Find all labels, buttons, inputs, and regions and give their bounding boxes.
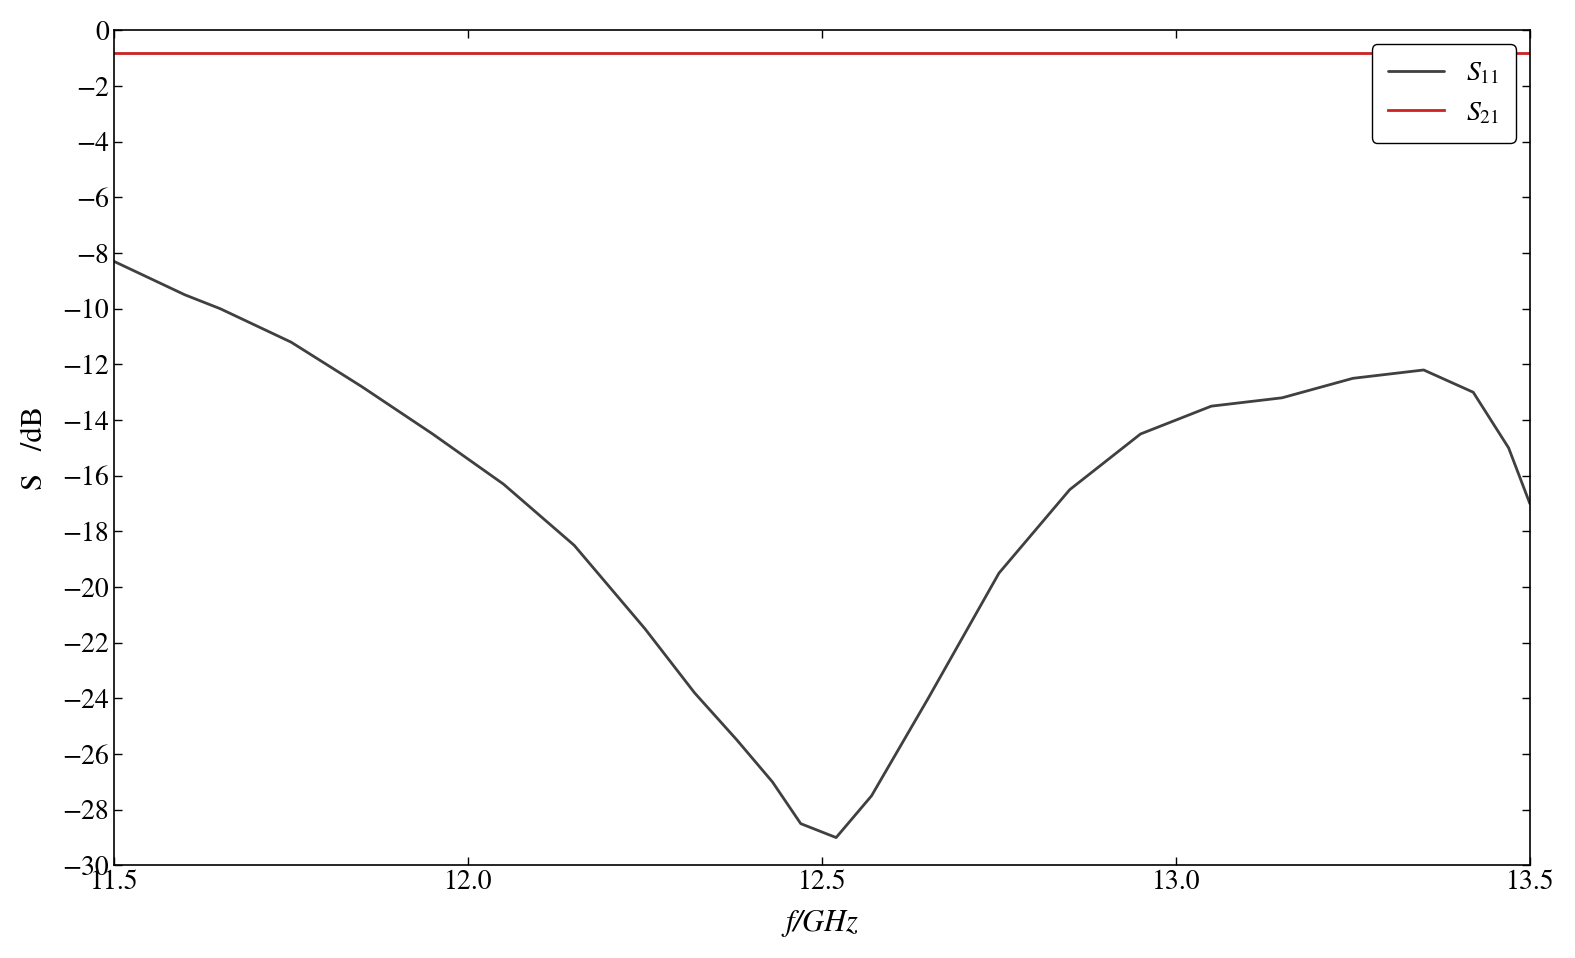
- X-axis label: f/GHz: f/GHz: [786, 909, 858, 937]
- $S_{11}$: [685, 687, 704, 698]
- $S_{11}$: [565, 539, 584, 551]
- $S_{11}$: [104, 256, 123, 267]
- Y-axis label: S 参数/dB: S 参数/dB: [20, 406, 49, 490]
- $S_{11}$: [1060, 484, 1079, 495]
- $S_{11}$: [1520, 498, 1539, 510]
- Line: $S_{11}$: $S_{11}$: [113, 262, 1529, 837]
- $S_{11}$: [827, 832, 846, 843]
- $S_{11}$: [1414, 364, 1433, 376]
- $S_{11}$: [918, 693, 937, 704]
- $S_{11}$: [211, 303, 230, 314]
- $S_{11}$: [175, 289, 194, 301]
- $S_{11}$: [1202, 400, 1221, 412]
- $S_{11}$: [1343, 373, 1362, 384]
- $S_{11}$: [1131, 428, 1150, 440]
- $S_{11}$: [989, 567, 1008, 579]
- $S_{11}$: [1463, 386, 1482, 398]
- $S_{11}$: [762, 776, 781, 787]
- $S_{11}$: [424, 428, 443, 440]
- $S_{11}$: [1273, 392, 1292, 403]
- $S_{11}$: [495, 478, 513, 490]
- $S_{11}$: [791, 818, 810, 830]
- $S_{11}$: [636, 623, 655, 634]
- $S_{11}$: [862, 790, 880, 802]
- $S_{11}$: [1499, 443, 1518, 454]
- Legend: $S_{11}$, $S_{21}$: $S_{11}$, $S_{21}$: [1372, 44, 1517, 143]
- $S_{11}$: [282, 336, 301, 348]
- $S_{11}$: [353, 381, 372, 393]
- $S_{11}$: [728, 735, 747, 746]
